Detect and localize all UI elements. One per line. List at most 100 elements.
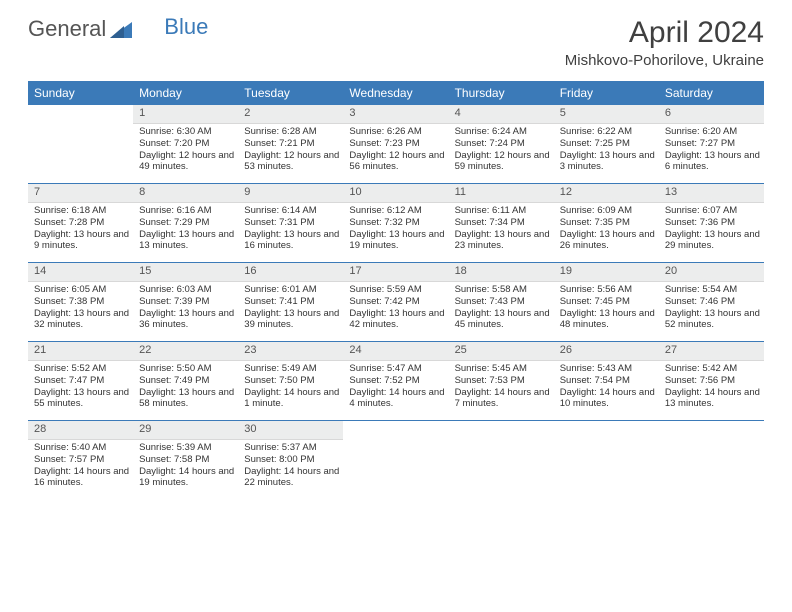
week-row: 28Sunrise: 5:40 AMSunset: 7:57 PMDayligh… (28, 421, 764, 499)
day-info-line: Daylight: 14 hours and 10 minutes. (560, 387, 655, 411)
day-number: 29 (133, 421, 238, 440)
day-info-line: Sunrise: 6:28 AM (244, 126, 339, 138)
day-info-line: Sunrise: 5:50 AM (139, 363, 234, 375)
day-cell: 8Sunrise: 6:16 AMSunset: 7:29 PMDaylight… (133, 184, 238, 262)
day-cell (554, 421, 659, 499)
day-info-line: Sunrise: 5:58 AM (455, 284, 550, 296)
day-content: Sunrise: 6:16 AMSunset: 7:29 PMDaylight:… (133, 203, 238, 257)
day-content: Sunrise: 6:09 AMSunset: 7:35 PMDaylight:… (554, 203, 659, 257)
day-number: 18 (449, 263, 554, 282)
day-number: 8 (133, 184, 238, 203)
day-info-line: Daylight: 13 hours and 45 minutes. (455, 308, 550, 332)
day-number: 13 (659, 184, 764, 203)
day-info-line: Sunset: 7:52 PM (349, 375, 444, 387)
day-info-line: Daylight: 13 hours and 16 minutes. (244, 229, 339, 253)
day-number: 11 (449, 184, 554, 203)
day-info-line: Sunset: 7:34 PM (455, 217, 550, 229)
day-content: Sunrise: 6:07 AMSunset: 7:36 PMDaylight:… (659, 203, 764, 257)
day-info-line: Sunset: 7:49 PM (139, 375, 234, 387)
day-cell: 21Sunrise: 5:52 AMSunset: 7:47 PMDayligh… (28, 342, 133, 420)
day-info-line: Sunrise: 6:26 AM (349, 126, 444, 138)
day-info-line: Daylight: 13 hours and 6 minutes. (665, 150, 760, 174)
day-content (343, 440, 448, 446)
day-number: 4 (449, 105, 554, 124)
week-row: 21Sunrise: 5:52 AMSunset: 7:47 PMDayligh… (28, 342, 764, 420)
day-cell: 2Sunrise: 6:28 AMSunset: 7:21 PMDaylight… (238, 105, 343, 183)
day-info-line: Sunset: 7:43 PM (455, 296, 550, 308)
day-content: Sunrise: 6:11 AMSunset: 7:34 PMDaylight:… (449, 203, 554, 257)
day-number: 7 (28, 184, 133, 203)
day-info-line: Daylight: 13 hours and 32 minutes. (34, 308, 129, 332)
day-info-line: Sunset: 7:27 PM (665, 138, 760, 150)
day-content: Sunrise: 6:20 AMSunset: 7:27 PMDaylight:… (659, 124, 764, 178)
day-number: 23 (238, 342, 343, 361)
day-number: 9 (238, 184, 343, 203)
day-cell: 24Sunrise: 5:47 AMSunset: 7:52 PMDayligh… (343, 342, 448, 420)
day-cell: 15Sunrise: 6:03 AMSunset: 7:39 PMDayligh… (133, 263, 238, 341)
header: General Blue April 2024 Mishkovo-Pohoril… (0, 0, 792, 73)
day-content: Sunrise: 6:14 AMSunset: 7:31 PMDaylight:… (238, 203, 343, 257)
day-cell: 22Sunrise: 5:50 AMSunset: 7:49 PMDayligh… (133, 342, 238, 420)
day-info-line: Daylight: 12 hours and 53 minutes. (244, 150, 339, 174)
day-info-line: Daylight: 14 hours and 4 minutes. (349, 387, 444, 411)
day-content: Sunrise: 5:49 AMSunset: 7:50 PMDaylight:… (238, 361, 343, 415)
day-info-line: Sunrise: 6:14 AM (244, 205, 339, 217)
day-number: 19 (554, 263, 659, 282)
day-info-line: Daylight: 13 hours and 13 minutes. (139, 229, 234, 253)
day-info-line: Daylight: 13 hours and 36 minutes. (139, 308, 234, 332)
logo-text-blue: Blue (164, 14, 208, 40)
day-info-line: Sunrise: 5:54 AM (665, 284, 760, 296)
day-info-line: Sunrise: 6:05 AM (34, 284, 129, 296)
day-content: Sunrise: 5:37 AMSunset: 8:00 PMDaylight:… (238, 440, 343, 494)
day-cell: 27Sunrise: 5:42 AMSunset: 7:56 PMDayligh… (659, 342, 764, 420)
day-number: 28 (28, 421, 133, 440)
day-content (28, 124, 133, 130)
day-cell (659, 421, 764, 499)
day-number: 5 (554, 105, 659, 124)
day-number: 12 (554, 184, 659, 203)
day-info-line: Sunrise: 6:12 AM (349, 205, 444, 217)
day-info-line: Sunrise: 5:49 AM (244, 363, 339, 375)
day-info-line: Sunset: 7:57 PM (34, 454, 129, 466)
day-info-line: Sunset: 7:38 PM (34, 296, 129, 308)
day-info-line: Daylight: 13 hours and 39 minutes. (244, 308, 339, 332)
day-info-line: Daylight: 12 hours and 59 minutes. (455, 150, 550, 174)
day-info-line: Sunset: 7:53 PM (455, 375, 550, 387)
day-number: 26 (554, 342, 659, 361)
day-cell: 17Sunrise: 5:59 AMSunset: 7:42 PMDayligh… (343, 263, 448, 341)
day-info-line: Sunset: 7:21 PM (244, 138, 339, 150)
day-info-line: Sunset: 7:47 PM (34, 375, 129, 387)
day-info-line: Sunrise: 5:45 AM (455, 363, 550, 375)
location: Mishkovo-Pohorilove, Ukraine (565, 52, 764, 69)
dayhead-friday: Friday (554, 81, 659, 105)
day-number: 10 (343, 184, 448, 203)
week-row: 1Sunrise: 6:30 AMSunset: 7:20 PMDaylight… (28, 105, 764, 183)
day-info-line: Sunset: 7:45 PM (560, 296, 655, 308)
day-content: Sunrise: 5:52 AMSunset: 7:47 PMDaylight:… (28, 361, 133, 415)
day-number: 20 (659, 263, 764, 282)
day-info-line: Sunrise: 6:11 AM (455, 205, 550, 217)
day-content: Sunrise: 5:47 AMSunset: 7:52 PMDaylight:… (343, 361, 448, 415)
day-info-line: Sunrise: 5:42 AM (665, 363, 760, 375)
day-content (659, 440, 764, 446)
day-info-line: Sunset: 7:50 PM (244, 375, 339, 387)
day-cell: 7Sunrise: 6:18 AMSunset: 7:28 PMDaylight… (28, 184, 133, 262)
day-info-line: Sunset: 7:41 PM (244, 296, 339, 308)
day-info-line: Sunset: 7:56 PM (665, 375, 760, 387)
day-content: Sunrise: 6:01 AMSunset: 7:41 PMDaylight:… (238, 282, 343, 336)
day-info-line: Sunset: 7:25 PM (560, 138, 655, 150)
day-content: Sunrise: 6:18 AMSunset: 7:28 PMDaylight:… (28, 203, 133, 257)
day-info-line: Sunset: 7:42 PM (349, 296, 444, 308)
day-content: Sunrise: 5:59 AMSunset: 7:42 PMDaylight:… (343, 282, 448, 336)
day-content: Sunrise: 6:03 AMSunset: 7:39 PMDaylight:… (133, 282, 238, 336)
weeks-container: 1Sunrise: 6:30 AMSunset: 7:20 PMDaylight… (28, 105, 764, 499)
day-content: Sunrise: 6:24 AMSunset: 7:24 PMDaylight:… (449, 124, 554, 178)
day-number: 25 (449, 342, 554, 361)
day-info-line: Daylight: 13 hours and 23 minutes. (455, 229, 550, 253)
day-info-line: Sunrise: 6:24 AM (455, 126, 550, 138)
day-info-line: Sunset: 7:31 PM (244, 217, 339, 229)
day-cell: 5Sunrise: 6:22 AMSunset: 7:25 PMDaylight… (554, 105, 659, 183)
day-info-line: Sunrise: 6:09 AM (560, 205, 655, 217)
day-number: 3 (343, 105, 448, 124)
day-content: Sunrise: 6:26 AMSunset: 7:23 PMDaylight:… (343, 124, 448, 178)
